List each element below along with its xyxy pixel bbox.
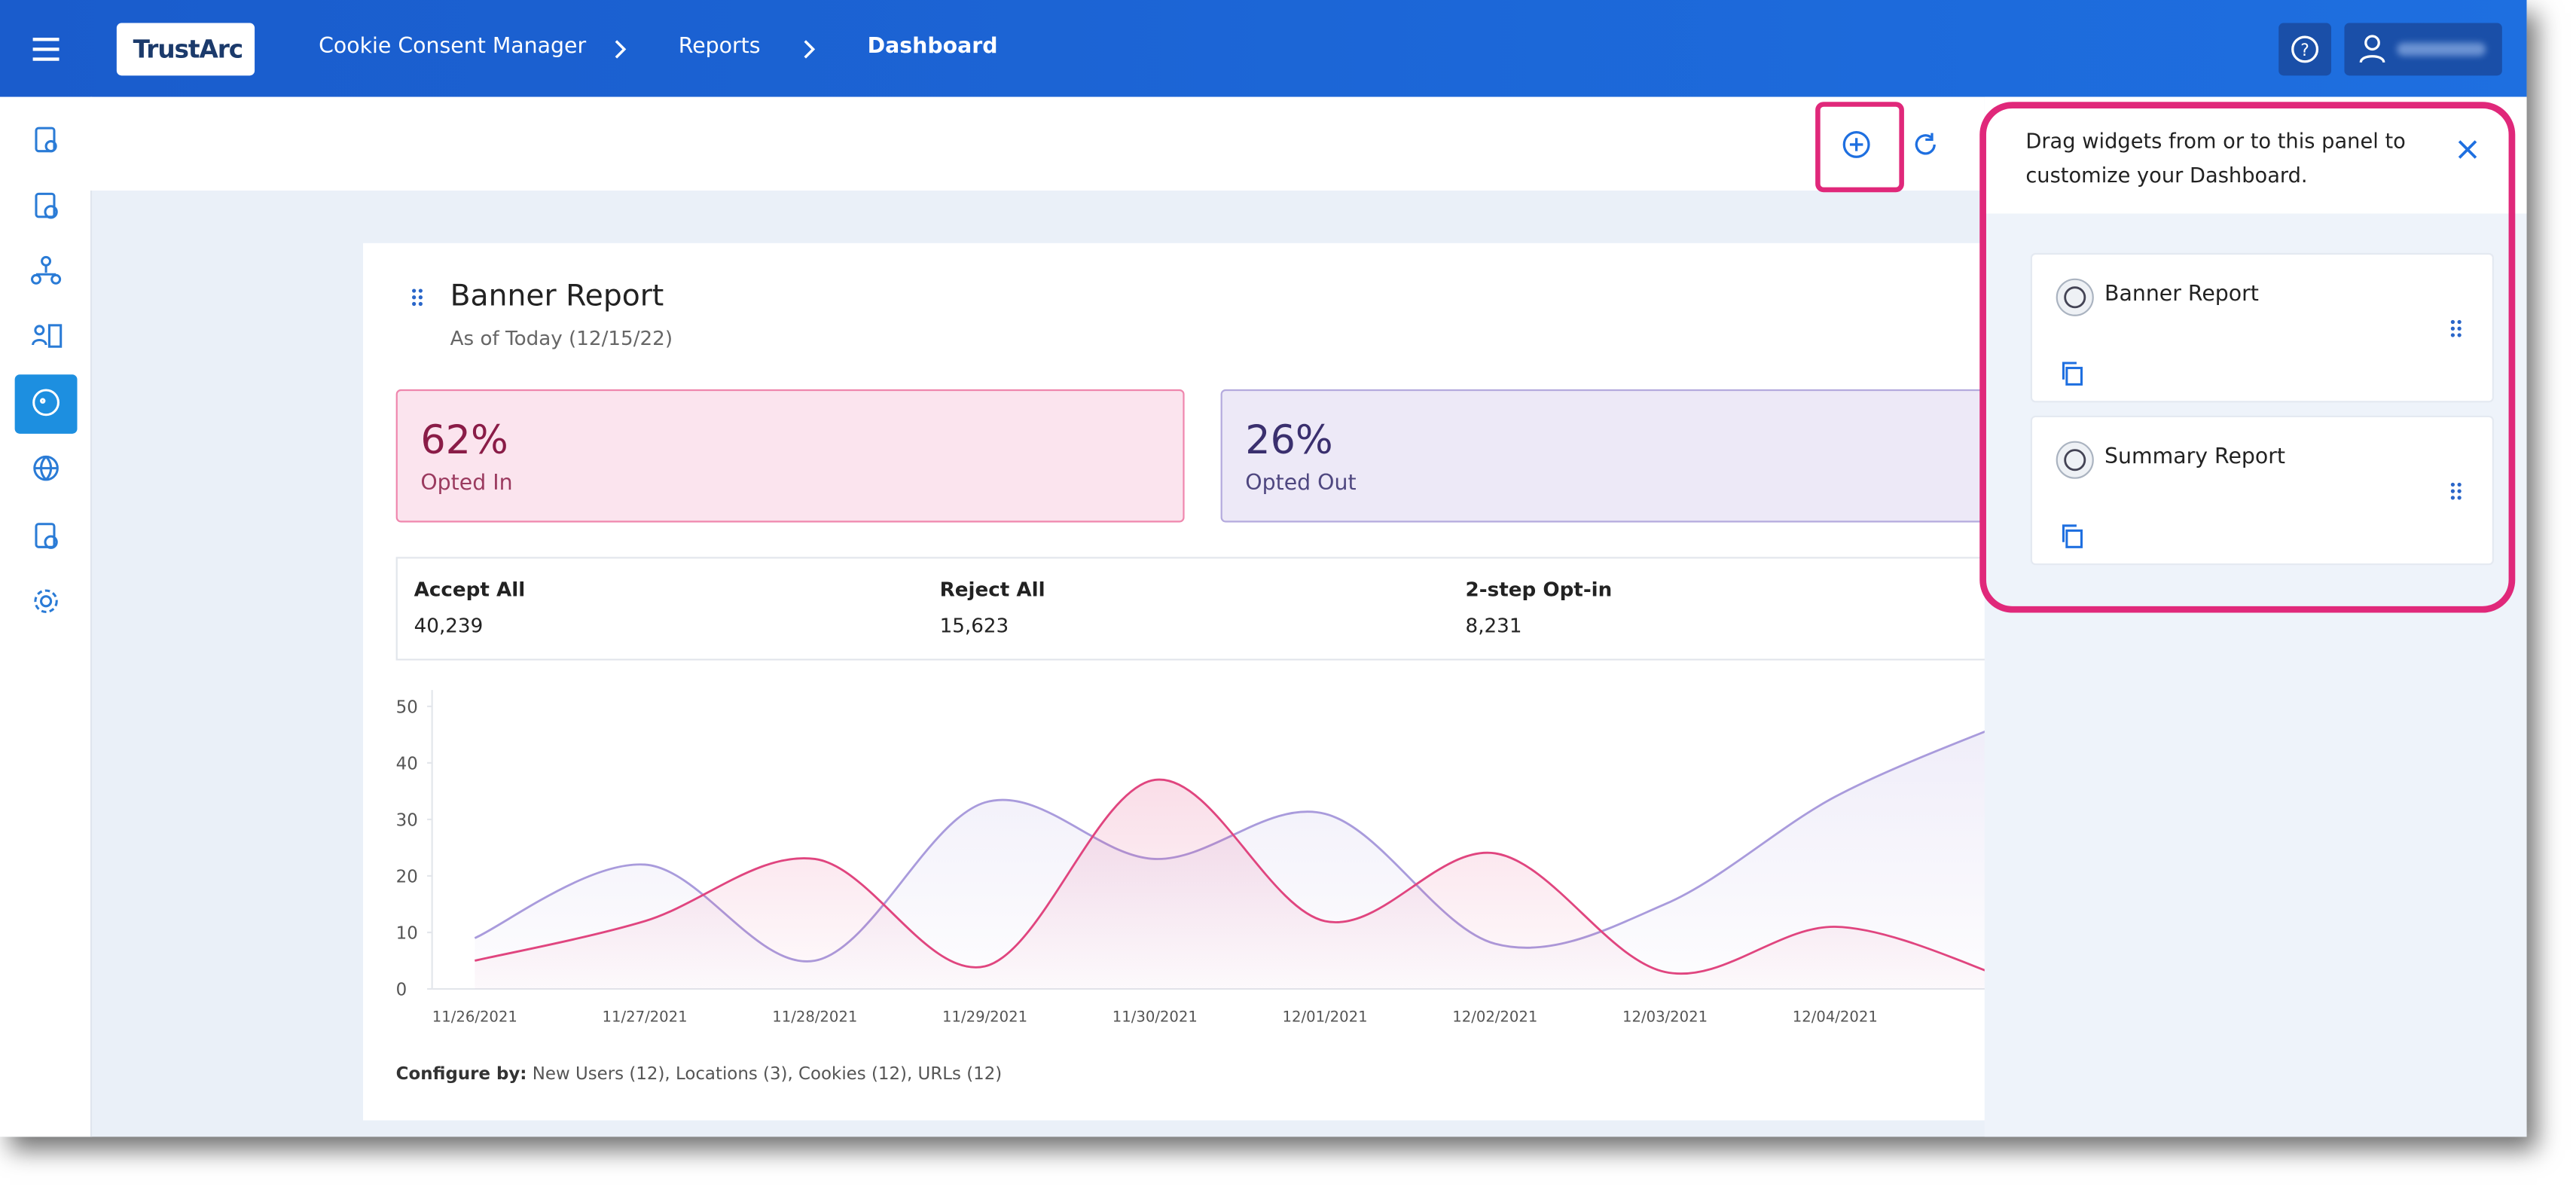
logo: TrustArc bbox=[133, 34, 244, 65]
panel-header: Drag widgets from or to this panel to cu… bbox=[1984, 96, 2527, 214]
widget-item[interactable]: Summary Report bbox=[2030, 415, 2494, 566]
stat-value: 15,623 bbox=[939, 614, 1009, 638]
drag-handle[interactable] bbox=[2449, 481, 2462, 501]
y-tick-label: 20 bbox=[396, 868, 418, 887]
breadcrumb[interactable]: Cookie Consent Manager bbox=[319, 34, 587, 60]
top-bar: TrustArc Cookie Consent Manager Reports … bbox=[0, 0, 2527, 97]
menu-button[interactable] bbox=[31, 36, 60, 63]
widget-icon bbox=[2056, 441, 2094, 479]
stat-label: Accept All bbox=[414, 578, 526, 602]
x-tick-label: 12/02/2021 bbox=[1452, 1008, 1537, 1026]
card-subtitle: As of Today (12/15/22) bbox=[450, 327, 673, 350]
y-tick-label: 30 bbox=[396, 811, 418, 831]
side-nav bbox=[0, 96, 93, 1137]
kpi-value: 26% bbox=[1245, 417, 1333, 464]
x-tick-label: 11/28/2021 bbox=[772, 1008, 857, 1026]
x-tick-label: 11/29/2021 bbox=[942, 1008, 1027, 1026]
stat-value: 40,239 bbox=[414, 614, 484, 638]
widget-item[interactable]: Banner Report bbox=[2030, 252, 2494, 403]
user-icon bbox=[2359, 35, 2486, 63]
x-tick-label: 12/03/2021 bbox=[1622, 1008, 1708, 1026]
card-title: Banner Report bbox=[450, 279, 664, 314]
copy-icon[interactable] bbox=[2059, 523, 2085, 549]
highlight bbox=[1815, 102, 1904, 193]
y-tick-label: 0 bbox=[396, 981, 407, 1000]
breadcrumb[interactable]: Reports bbox=[678, 34, 761, 60]
series-area bbox=[475, 780, 1988, 990]
app-window: TrustArc Cookie Consent Manager Reports … bbox=[0, 0, 2527, 1137]
widget-title: Summary Report bbox=[2104, 445, 2286, 470]
series-line bbox=[475, 778, 1988, 975]
line-chart: 0 10 20 30 40 50 11/26/2021 11/27/2021 11/28/202… bbox=[396, 690, 1988, 1026]
stat-label: 2-step Opt-in bbox=[1465, 578, 1613, 602]
help-icon: ? bbox=[2291, 35, 2319, 63]
breadcrumb-current: Dashboard bbox=[867, 34, 998, 60]
stats-row: Accept All 40,239 Reject All 15,623 2-st… bbox=[395, 557, 1988, 661]
report-card: Banner Report As of Today (12/15/22) 62%… bbox=[363, 243, 1988, 1121]
kpi-label: Opted In bbox=[420, 471, 513, 496]
configure-line: Configure by: New Users (12), Locations … bbox=[396, 1064, 1003, 1084]
drag-handle[interactable] bbox=[411, 288, 423, 307]
add-widget-button[interactable] bbox=[1840, 128, 1873, 161]
x-tick-label: 11/26/2021 bbox=[432, 1008, 517, 1026]
y-tick-label: 40 bbox=[396, 755, 418, 774]
logo-box[interactable]: TrustArc bbox=[116, 23, 255, 76]
help-button[interactable]: ? bbox=[2278, 23, 2332, 76]
widget-panel: Drag widgets from or to this panel to cu… bbox=[1979, 96, 2527, 1137]
x-tick-label: 11/27/2021 bbox=[603, 1008, 688, 1026]
refresh-button[interactable] bbox=[1909, 128, 1942, 161]
close-button[interactable] bbox=[2456, 138, 2480, 161]
x-tick-label: 11/30/2021 bbox=[1113, 1008, 1198, 1026]
kpi-label: Opted Out bbox=[1245, 471, 1357, 496]
widget-icon bbox=[2056, 278, 2094, 316]
kpi-value: 62% bbox=[420, 417, 508, 464]
stat-label: Reject All bbox=[939, 578, 1045, 602]
highlight bbox=[1979, 102, 2516, 613]
drag-handle[interactable] bbox=[2449, 319, 2462, 338]
panel-instructions: Drag widgets from or to this panel to cu… bbox=[2025, 128, 2406, 188]
configure-text[interactable]: New Users (12), Locations (3), Cookies (… bbox=[532, 1064, 1003, 1085]
kpi-box: 26% Opted Out bbox=[1220, 389, 1988, 523]
x-tick-label: 12/04/2021 bbox=[1793, 1008, 1878, 1026]
widget-title: Banner Report bbox=[2104, 282, 2259, 307]
kpi-box: 62% Opted In bbox=[395, 389, 1185, 523]
y-tick-label: 50 bbox=[396, 698, 418, 718]
nav-active bbox=[14, 374, 78, 434]
toolbar bbox=[90, 96, 1985, 193]
configure-label: Configure by: bbox=[395, 1064, 527, 1085]
breadcrumb-separator bbox=[615, 40, 627, 59]
copy-icon[interactable] bbox=[2059, 360, 2085, 386]
stat-value: 8,231 bbox=[1465, 614, 1522, 638]
svg-text:?: ? bbox=[2300, 41, 2309, 60]
x-tick-label: 12/01/2021 bbox=[1283, 1008, 1368, 1026]
nav-icons[interactable] bbox=[0, 97, 90, 639]
user-button[interactable] bbox=[2344, 23, 2502, 76]
y-tick-label: 10 bbox=[396, 924, 418, 944]
breadcrumb-separator bbox=[804, 40, 816, 59]
